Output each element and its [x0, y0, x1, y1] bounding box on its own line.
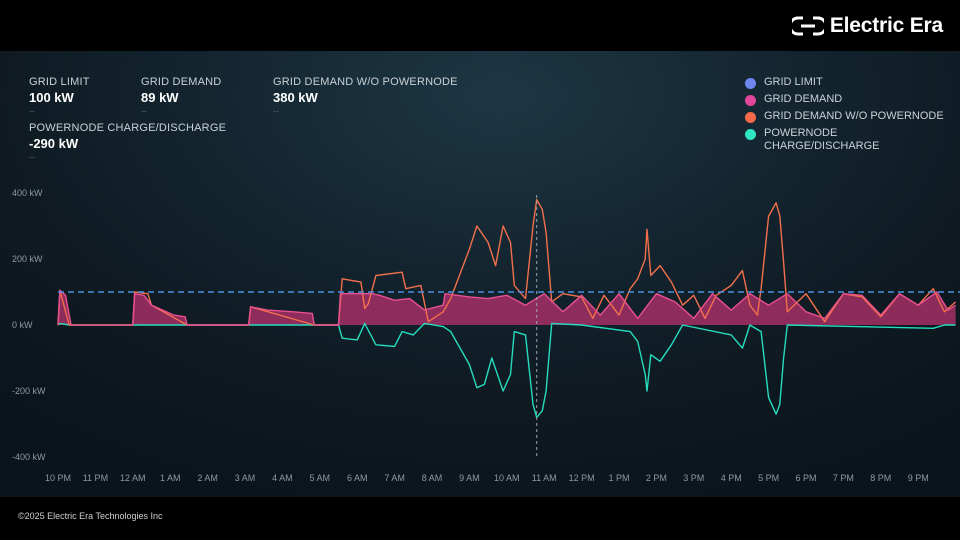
legend-item-grid-limit[interactable]: GRID LIMIT	[745, 76, 954, 89]
electric-era-logo-icon	[791, 16, 824, 36]
stat-value: -290 kW	[29, 136, 79, 151]
stat-value: 380 kW	[273, 90, 318, 105]
x-tick-label: 4 PM	[721, 473, 742, 483]
stat-value: 100 kW	[29, 90, 74, 105]
legend-swatch	[745, 95, 756, 106]
stat-value: 89 kW	[141, 90, 179, 105]
x-tick-label: 10 PM	[45, 473, 71, 483]
x-tick-label: 3 PM	[683, 473, 704, 483]
x-tick-label: 6 PM	[795, 473, 816, 483]
x-tick-label: 1 AM	[160, 473, 181, 483]
x-tick-label: 4 AM	[272, 473, 293, 483]
legend-swatch	[745, 129, 756, 140]
x-tick-label: 5 AM	[310, 473, 331, 483]
x-tick-label: 11 AM	[532, 473, 557, 483]
x-tick-label: 8 PM	[870, 473, 891, 483]
footer: ©2025 Electric Era Technologies Inc	[0, 497, 960, 540]
x-tick-label: 2 AM	[197, 473, 218, 483]
stat-grid-demand: GRID DEMAND 89 kW --	[141, 76, 221, 116]
stat-label: GRID DEMAND W/O POWERNODE	[273, 76, 458, 88]
stat-label: GRID DEMAND	[141, 76, 222, 88]
power-chart[interactable]: 400 kW 200 kW 0 kW -200 kW -400 kW 10 PM 11 PM…	[0, 51, 960, 497]
legend-item-grid-demand-wo-powernode[interactable]: GRID DEMAND W/O POWERNODE	[745, 110, 954, 123]
stat-grid-demand-wo-powernode: GRID DEMAND W/O POWERNODE 380 kW --	[273, 76, 458, 116]
grid-demand-line	[57, 289, 956, 326]
stat-label: GRID LIMIT	[29, 76, 90, 88]
stat-sub: --	[29, 106, 35, 116]
chart-panel: GRID LIMIT 100 kW -- GRID DEMAND 89 kW -…	[0, 51, 960, 497]
y-tick-label: 400 kW	[12, 188, 43, 198]
legend-label: GRID DEMAND	[764, 93, 843, 105]
y-tick-label: 200 kW	[12, 254, 43, 264]
legend-swatch	[745, 112, 756, 123]
legend-swatch	[745, 78, 756, 89]
x-tick-label: 12 AM	[120, 473, 146, 483]
powernode-line	[57, 322, 956, 419]
y-tick-label: 0 kW	[12, 320, 33, 330]
x-tick-label: 8 AM	[422, 473, 443, 483]
legend-label: GRID LIMIT	[764, 76, 823, 88]
x-tick-label: 9 AM	[459, 473, 480, 483]
top-bar: Electric Era	[0, 0, 960, 51]
x-tick-label: 10 AM	[494, 473, 520, 483]
stat-sub: --	[273, 106, 279, 116]
grid-demand-wo-powernode-line	[57, 198, 957, 326]
legend-label: POWERNODE CHARGE/DISCHARGE	[764, 127, 880, 152]
y-tick-label: -400 kW	[12, 452, 46, 462]
x-tick-label: 3 AM	[235, 473, 256, 483]
x-tick-label: 6 AM	[347, 473, 368, 483]
copyright: ©2025 Electric Era Technologies Inc	[18, 511, 163, 521]
brand: Electric Era	[791, 14, 943, 38]
stat-label: POWERNODE CHARGE/DISCHARGE	[29, 122, 227, 134]
x-tick-label: 5 PM	[758, 473, 779, 483]
legend-item-grid-demand[interactable]: GRID DEMAND	[745, 93, 954, 106]
stat-grid-limit: GRID LIMIT 100 kW --	[29, 76, 90, 116]
x-tick-label: 12 PM	[569, 473, 595, 483]
x-tick-label: 2 PM	[646, 473, 667, 483]
x-tick-label: 7 AM	[384, 473, 405, 483]
stat-sub: --	[141, 106, 147, 116]
legend-label: GRID DEMAND W/O POWERNODE	[764, 110, 944, 122]
brand-name: Electric Era	[829, 14, 943, 37]
y-tick-label: -200 kW	[12, 386, 46, 396]
x-tick-label: 11 PM	[83, 473, 108, 483]
stat-sub: --	[29, 152, 35, 162]
x-tick-label: 7 PM	[833, 473, 854, 483]
legend-item-powernode[interactable]: POWERNODE CHARGE/DISCHARGE	[745, 127, 954, 153]
x-tick-label: 1 PM	[608, 473, 629, 483]
legend: GRID LIMIT GRID DEMAND GRID DEMAND W/O P…	[745, 76, 954, 157]
stat-powernode: POWERNODE CHARGE/DISCHARGE -290 kW --	[29, 122, 226, 162]
x-tick-label: 9 PM	[908, 473, 929, 483]
